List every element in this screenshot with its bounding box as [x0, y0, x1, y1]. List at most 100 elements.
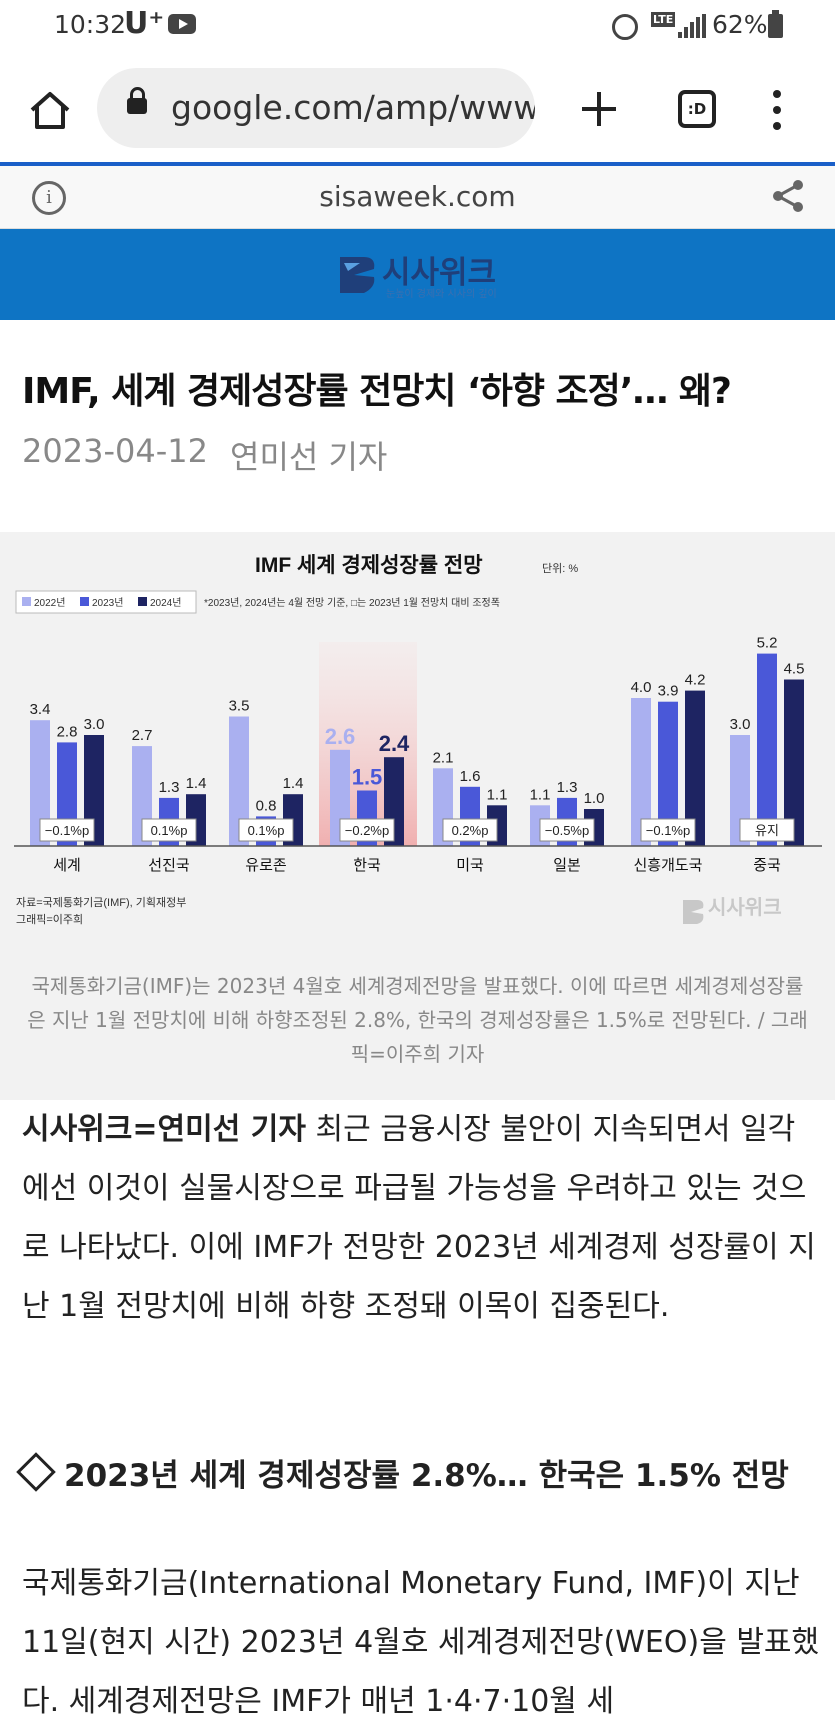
chart-watermark: 시사위크 [708, 896, 782, 919]
article-headline: IMF, 세계 경제성장률 전망치 ‘하향 조정’… 왜? [22, 371, 732, 412]
legend-swatch [22, 597, 31, 606]
data-label: 3.0 [84, 716, 105, 733]
adjustment-badge [238, 818, 294, 842]
data-label: 3.9 [658, 683, 679, 700]
growth-chart: IMF 세계 경제성장률 전망 단위: % 2022년 2023년 2024년 *2023… [14, 554, 822, 926]
info-icon[interactable]: i [32, 181, 66, 215]
chart-title: IMF 세계 경제성장률 전망 [255, 554, 483, 577]
chart-source: 자료=국제통화기금(IMF), 기획재정부 [16, 896, 186, 909]
data-label: 3.0 [730, 716, 751, 733]
lock-icon [127, 87, 147, 114]
adjustment-badge [640, 818, 696, 842]
adjustment-badge [739, 818, 795, 842]
data-label: 1.3 [557, 779, 578, 796]
adjustment-badge [141, 818, 197, 842]
category-label: 신흥개도국 [633, 856, 702, 874]
home-icon[interactable] [28, 90, 72, 130]
amp-header: i sisaweek.com [0, 166, 835, 229]
data-label: 1.4 [186, 775, 207, 792]
browser-toolbar: google.com/amp/www :D [0, 54, 835, 162]
adjustment-label: −0.5%p [545, 823, 589, 838]
data-label: 1.4 [283, 775, 304, 792]
chart-note: *2023년, 2024년는 4월 전망 기준, □는 2023년 1월 전망치… [204, 597, 500, 609]
data-label: 4.2 [685, 672, 706, 689]
chart-bar [84, 735, 104, 846]
lead-byline: 시사위크=연미선 기자 [22, 1112, 306, 1147]
data-label: 2.7 [132, 727, 153, 744]
logo-tagline: 눈높이 경제와 시사의 깊이 [386, 289, 497, 300]
chart-bar [730, 735, 750, 846]
data-label: 2.8 [57, 723, 78, 740]
adjustment-badge [539, 818, 595, 842]
adjustment-label: −0.1%p [646, 823, 690, 838]
data-label: 3.4 [30, 701, 51, 718]
figure-caption: 국제통화기금(IMF)는 2023년 4월호 세계경제전망을 발표했다. 이에 … [27, 974, 808, 1066]
category-label: 유로존 [245, 857, 287, 874]
adjustment-label: 0.1%p [248, 823, 285, 838]
category-label: 세계 [53, 857, 81, 874]
status-bar: 10:32 U⁺ LTE 62% [0, 0, 835, 54]
lead-text: 최근 금융시장 불안이 지속되면서 일각에선 이것이 실물시장으로 파급될 가능… [22, 1112, 816, 1324]
adjustment-label: 0.1%p [151, 823, 188, 838]
chart-legend-box [15, 590, 197, 614]
share-icon[interactable] [770, 178, 806, 214]
data-label: 4.5 [784, 661, 805, 678]
adjustment-badge [339, 818, 395, 842]
data-label: 1.1 [530, 786, 551, 803]
more-menu-icon[interactable] [773, 90, 781, 130]
toolbar-divider [0, 162, 835, 166]
diamond-icon [16, 1452, 56, 1492]
adjustment-label: −0.2%p [345, 823, 389, 838]
article-author: 연미선 기자 [230, 438, 388, 476]
site-logo[interactable]: 시사위크 눈높이 경제와 시사의 깊이 [334, 247, 534, 303]
adjustment-label: −0.1%p [45, 823, 89, 838]
address-bar[interactable]: google.com/amp/www [97, 68, 535, 148]
data-label: 3.5 [229, 698, 250, 715]
category-label: 선진국 [148, 857, 190, 874]
data-label: 1.1 [487, 786, 508, 803]
adjustment-badge [442, 818, 498, 842]
legend-label: 2022년 [34, 597, 65, 609]
data-label: 2.1 [433, 749, 454, 766]
article-date: 2023-04-12 [22, 432, 208, 470]
youtube-notification-icon [168, 14, 196, 34]
watermark-icon [683, 900, 704, 924]
chart-bar [757, 653, 777, 846]
carrier-label: U⁺ [124, 6, 165, 41]
category-label: 미국 [456, 857, 484, 874]
data-label: 1.0 [584, 790, 605, 807]
site-header: 시사위크 눈높이 경제와 시사의 깊이 [0, 229, 835, 320]
lte-icon: LTE [651, 12, 676, 27]
battery-percent: 62% [712, 10, 768, 39]
data-label: 1.6 [460, 768, 481, 785]
chart-bar [658, 701, 678, 846]
chart-credit: 그래픽=이주희 [16, 913, 83, 926]
article-lead-paragraph: 시사위크=연미선 기자 최근 금융시장 불안이 지속되면서 일각에선 이것이 실… [22, 1100, 822, 1336]
legend-label: 2024년 [150, 597, 181, 609]
logo-text: 시사위크 [382, 255, 497, 291]
data-label: 5.2 [757, 635, 778, 652]
chart-bar [685, 690, 705, 846]
adjustment-label: 유지 [755, 823, 779, 838]
battery-icon [768, 10, 783, 38]
data-label: 1.3 [159, 779, 180, 796]
chart-bar [30, 720, 50, 846]
article-figure: IMF 세계 경제성장률 전망 단위: % 2022년 2023년 2024년 *2023… [0, 532, 835, 1100]
amp-domain: sisaweek.com [319, 180, 516, 213]
data-label: 0.8 [256, 797, 277, 814]
data-label: 4.0 [631, 679, 652, 696]
chart-bar [229, 716, 249, 846]
new-tab-icon[interactable] [582, 92, 616, 126]
subhead-text: 2023년 세계 경제성장률 2.8%… 한국은 1.5% 전망 [64, 1458, 789, 1494]
legend-swatch [80, 597, 89, 606]
signal-icon [678, 14, 706, 38]
data-label: 2.4 [379, 731, 410, 756]
article-paragraph-2: 국제통화기금(International Monetary Fund, IMF)… [22, 1566, 820, 1719]
alarm-icon [612, 14, 638, 40]
category-label: 한국 [353, 857, 381, 874]
chart-bar [631, 698, 651, 846]
category-label: 중국 [753, 857, 781, 874]
url-text: google.com/amp/www [171, 88, 535, 127]
tab-switcher-button[interactable]: :D [678, 90, 716, 128]
chart-bar [784, 679, 804, 846]
